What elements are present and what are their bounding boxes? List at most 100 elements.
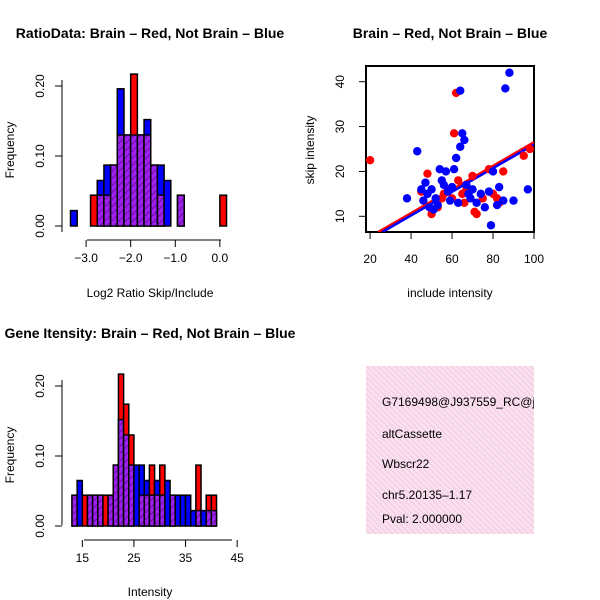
scatter-point-brain: [366, 156, 375, 165]
int-bar-notbrain-bin-14: [76, 479, 84, 527]
scatter-point-brain: [525, 144, 534, 154]
int-bar-hatch-bin-40: [211, 510, 217, 526]
int-ytick-label: 0.00: [33, 514, 47, 538]
scatter-point-notbrain: [458, 129, 467, 138]
ratio-xtick-label: −3.0: [74, 251, 98, 265]
scatter-point-notbrain: [417, 185, 426, 194]
scatter-point-notbrain: [501, 84, 510, 93]
int-bar-hatch-bin-24: [128, 465, 134, 526]
info-panel: G7169498@J937559_RC@j_at altCassette Wbs…: [366, 366, 552, 534]
scatter-point-notbrain: [433, 200, 442, 210]
ratio-bar-notbrain-bin-m3_35: [69, 209, 78, 227]
scatter-point-notbrain: [509, 196, 518, 205]
int-bar-hatch-bin-37: [195, 510, 202, 526]
ratio-ytick-label: 0.10: [33, 144, 47, 168]
intensity-x-ticks: 15 25 35 45: [76, 540, 244, 565]
ratio-xtick-label: −1.0: [163, 251, 187, 265]
ratio-xtick-label: −2.0: [119, 251, 143, 265]
scatter-point-notbrain: [488, 167, 498, 176]
ratio-ytick-label: 0.20: [33, 74, 47, 98]
scatter-point-brain: [468, 171, 477, 181]
scatter-point-notbrain: [439, 180, 449, 190]
int-bar-hatch-bin-13: [72, 495, 78, 526]
scatter-point-notbrain: [476, 189, 485, 199]
p-value: Pval: 2.000000: [382, 512, 462, 526]
scatter-point-brain: [423, 169, 432, 178]
int-bar-notbrain-bin-34: [179, 494, 187, 527]
scatter-x-ticks: 20 40 60 80 100: [363, 232, 544, 266]
ratio-bar-hatch-bin-m2_6: [103, 195, 111, 226]
scatter-ytick-label: 10: [333, 209, 347, 223]
scatter-ytick-label: 30: [333, 120, 347, 134]
int-bar-notbrain-bin-38: [200, 509, 207, 527]
ratio-title: RatioData: Brain – Red, Not Brain – Blue: [16, 25, 285, 41]
scatter-ytick-label: 20: [333, 164, 347, 178]
scatter-point-brain: [449, 129, 459, 138]
scatter-point-notbrain: [499, 196, 508, 205]
ratio-bar-brain-bin-m2_9: [89, 194, 98, 227]
intensity-bars: [71, 373, 218, 527]
scatter-x-label: include intensity: [407, 286, 492, 300]
ratio-bar-hatch-bin-m2_15: [124, 135, 131, 226]
ratio-bar-hatch-bin-m1_85: [137, 135, 145, 226]
ratio-bar-hatch-bin-m1_7: [144, 135, 151, 226]
scatter-point-notbrain: [460, 135, 469, 145]
intensity-title: Gene Itensity: Brain – Red, Not Brain – …: [5, 325, 296, 341]
scatter-y-ticks: 10 20 30 40: [333, 75, 366, 223]
int-bar-hatch-bin-20: [108, 495, 114, 526]
int-xtick-label: 35: [179, 551, 193, 565]
scatter-point-notbrain: [486, 221, 496, 230]
int-bar-notbrain-bin-31: [164, 479, 171, 527]
intensity-y-ticks: 0.00 0.10 0.20: [33, 374, 62, 538]
scatter-point-notbrain: [413, 147, 422, 156]
int-bar-brain-bin-19: [102, 494, 109, 527]
scatter-title: Brain – Red, Not Brain – Blue: [353, 25, 548, 41]
ratio-bar-hatch-bin-m2_75: [97, 195, 104, 226]
ratio-bar-hatch-bin-m0_95: [177, 195, 185, 226]
scatter-point-notbrain: [431, 194, 440, 203]
scatter-xtick-label: 40: [404, 252, 418, 266]
ratio-bar-hatch-bin-m2_45: [110, 165, 118, 226]
scatter-xtick-label: 80: [486, 252, 500, 266]
int-bar-hatch-bin-16: [87, 495, 93, 526]
fit-line-notbrain: [381, 143, 534, 232]
ratio-x-label: Log2 Ratio Skip/Include: [87, 286, 214, 300]
ratio-xtick-label: 0.0: [212, 251, 229, 265]
ratio-y-ticks: 0.00 0.10 0.20: [33, 74, 62, 238]
scatter-point-notbrain: [427, 185, 436, 194]
ratio-bar-notbrain-bin-m1_25: [163, 179, 172, 227]
int-bar-brain-bin-15: [81, 494, 89, 527]
scatter-point-notbrain: [494, 182, 504, 192]
ratio-ytick-label: 0.00: [33, 214, 47, 238]
ratio-y-label: Frequency: [3, 122, 17, 179]
scatter-point-notbrain: [492, 200, 502, 210]
probe-id: G7169498@J937559_RC@j_at: [382, 395, 552, 409]
scatter-point-notbrain: [468, 185, 477, 194]
int-bar-hatch-bin-23: [123, 435, 129, 526]
scatter-point-notbrain: [421, 178, 430, 187]
scatter-point-notbrain: [480, 203, 490, 212]
info-panel-background: [366, 366, 534, 534]
scatter-points: [366, 68, 534, 230]
int-bar-notbrain-bin-33: [174, 494, 182, 527]
scatter-point-notbrain: [484, 187, 494, 196]
int-bar-hatch-bin-29: [154, 495, 160, 526]
int-ytick-label: 0.20: [33, 374, 47, 398]
scatter-point-notbrain: [402, 194, 412, 203]
int-ytick-label: 0.10: [33, 444, 47, 468]
ratio-bars: [69, 73, 228, 227]
scatter-ytick-label: 40: [333, 75, 347, 89]
genomic-location: chr5.20135–1.17: [382, 488, 472, 502]
scatter-xtick-label: 100: [524, 252, 544, 266]
event-type: altCassette: [382, 427, 442, 441]
scatter-point-notbrain: [466, 194, 475, 203]
scatter-point-notbrain: [523, 185, 533, 194]
scatter-point-notbrain: [445, 196, 455, 205]
scatter-point-notbrain: [453, 198, 463, 208]
int-bar-hatch-bin-39: [206, 510, 212, 526]
scatter-point-notbrain: [449, 164, 459, 174]
scatter-point-notbrain: [447, 182, 457, 192]
int-bar-hatch-bin-18: [97, 495, 103, 526]
scatter-point-notbrain: [462, 180, 471, 190]
